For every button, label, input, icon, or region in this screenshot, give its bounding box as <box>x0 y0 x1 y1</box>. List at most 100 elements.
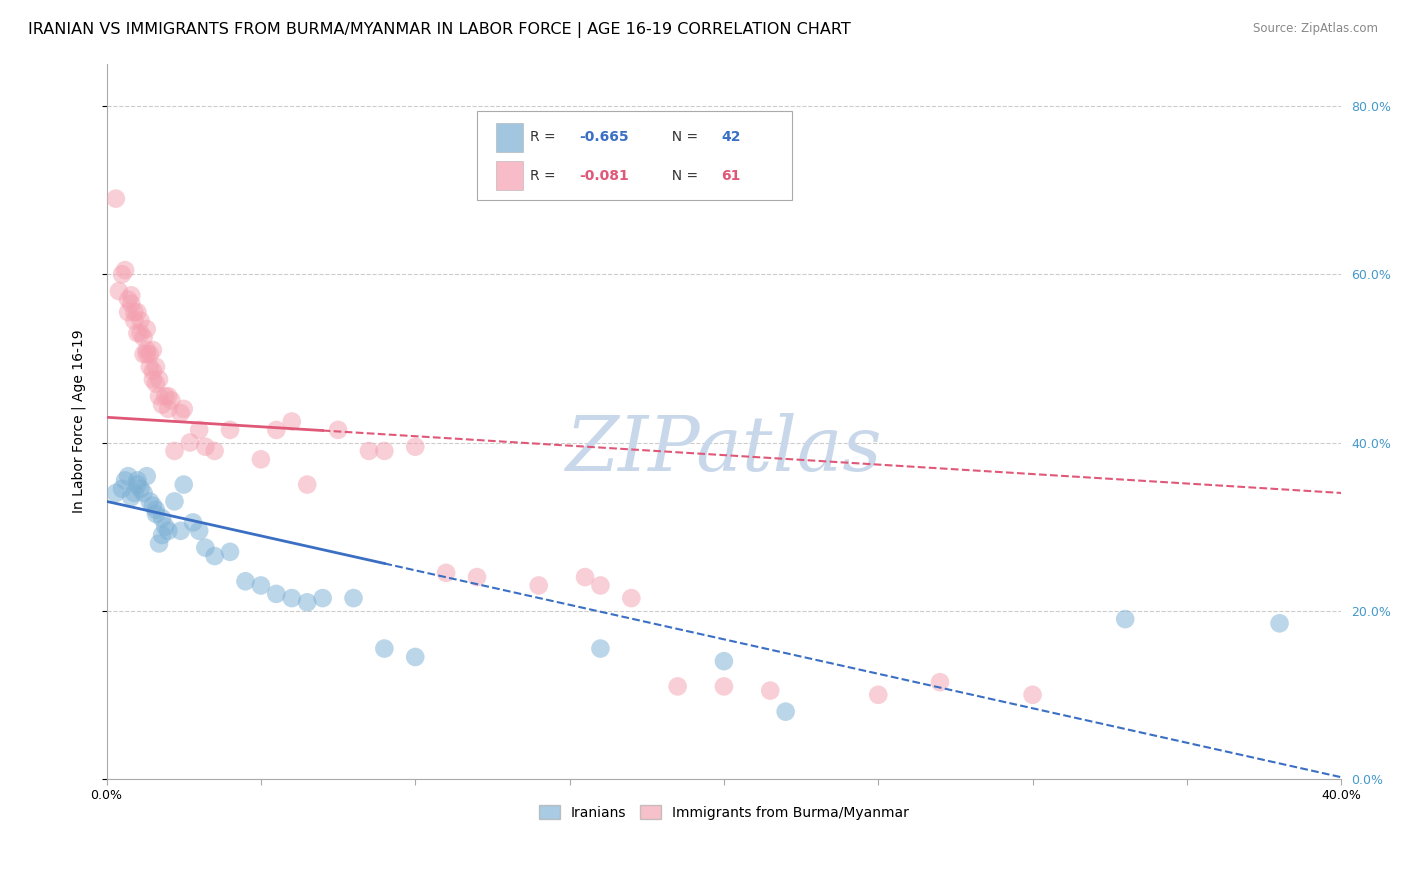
Point <box>465 570 488 584</box>
Point <box>117 293 139 307</box>
Point <box>104 486 127 500</box>
Point <box>157 524 180 538</box>
Point <box>155 519 177 533</box>
Point <box>120 288 142 302</box>
Point <box>132 486 155 500</box>
Text: N =: N = <box>664 169 703 183</box>
Point <box>373 641 395 656</box>
Point <box>142 343 165 357</box>
Point <box>929 675 952 690</box>
FancyBboxPatch shape <box>477 111 792 200</box>
Point <box>250 578 273 592</box>
Point <box>326 423 349 437</box>
Point <box>163 494 186 508</box>
Point <box>1114 612 1136 626</box>
Point <box>135 322 157 336</box>
Point <box>266 423 288 437</box>
Point <box>311 591 333 606</box>
Point <box>169 524 191 538</box>
Text: -0.081: -0.081 <box>579 169 630 183</box>
Point <box>266 587 288 601</box>
Point <box>297 595 319 609</box>
Point <box>104 192 127 206</box>
Bar <box>495 123 523 152</box>
Point <box>373 444 395 458</box>
Point <box>204 444 226 458</box>
Point <box>132 347 155 361</box>
Point <box>111 482 134 496</box>
Point <box>204 549 226 563</box>
Point <box>148 372 170 386</box>
Text: N =: N = <box>664 130 703 145</box>
Point <box>188 524 211 538</box>
Point <box>135 343 157 357</box>
Text: R =: R = <box>530 130 560 145</box>
Point <box>111 268 134 282</box>
Text: IRANIAN VS IMMIGRANTS FROM BURMA/MYANMAR IN LABOR FORCE | AGE 16-19 CORRELATION : IRANIAN VS IMMIGRANTS FROM BURMA/MYANMAR… <box>28 22 851 38</box>
Point <box>759 683 782 698</box>
Point <box>157 401 180 416</box>
Point <box>139 359 162 374</box>
Point <box>163 444 186 458</box>
Point <box>124 313 146 327</box>
Point <box>135 347 157 361</box>
Point <box>155 389 177 403</box>
Point <box>574 570 596 584</box>
Point <box>145 359 167 374</box>
Point <box>169 406 191 420</box>
Point <box>194 440 217 454</box>
Point <box>179 435 201 450</box>
Point <box>589 641 612 656</box>
Text: Source: ZipAtlas.com: Source: ZipAtlas.com <box>1253 22 1378 36</box>
Point <box>142 372 165 386</box>
Point <box>117 305 139 319</box>
Point <box>145 503 167 517</box>
Text: -0.665: -0.665 <box>579 130 628 145</box>
Point <box>434 566 457 580</box>
Point <box>139 347 162 361</box>
Point <box>713 680 735 694</box>
Point <box>150 511 173 525</box>
Point <box>173 477 195 491</box>
Point <box>120 490 142 504</box>
Point <box>219 423 242 437</box>
Point <box>157 389 180 403</box>
Point <box>145 376 167 391</box>
Point <box>404 440 426 454</box>
Point <box>139 494 162 508</box>
Point <box>589 578 612 592</box>
Point <box>281 415 304 429</box>
Point <box>297 477 319 491</box>
Point <box>173 401 195 416</box>
Point <box>713 654 735 668</box>
Point <box>148 389 170 403</box>
Point <box>120 297 142 311</box>
Point <box>160 393 183 408</box>
Point <box>775 705 797 719</box>
Point <box>281 591 304 606</box>
Bar <box>495 161 523 190</box>
Point <box>124 486 146 500</box>
Point <box>194 541 217 555</box>
Text: ZIPatlas: ZIPatlas <box>565 413 882 487</box>
Point <box>108 284 131 298</box>
Point <box>527 578 550 592</box>
Point <box>127 326 149 341</box>
Point <box>1021 688 1043 702</box>
Point <box>666 680 689 694</box>
Point <box>142 364 165 378</box>
Text: R =: R = <box>530 169 560 183</box>
Point <box>235 574 257 589</box>
Point <box>620 591 643 606</box>
Point <box>114 474 136 488</box>
Point <box>135 469 157 483</box>
Point <box>132 330 155 344</box>
Point <box>181 516 204 530</box>
Point <box>127 305 149 319</box>
Text: 42: 42 <box>721 130 741 145</box>
Text: 61: 61 <box>721 169 741 183</box>
Y-axis label: In Labor Force | Age 16-19: In Labor Force | Age 16-19 <box>72 330 86 513</box>
Point <box>127 477 149 491</box>
Point <box>114 263 136 277</box>
Point <box>404 650 426 665</box>
